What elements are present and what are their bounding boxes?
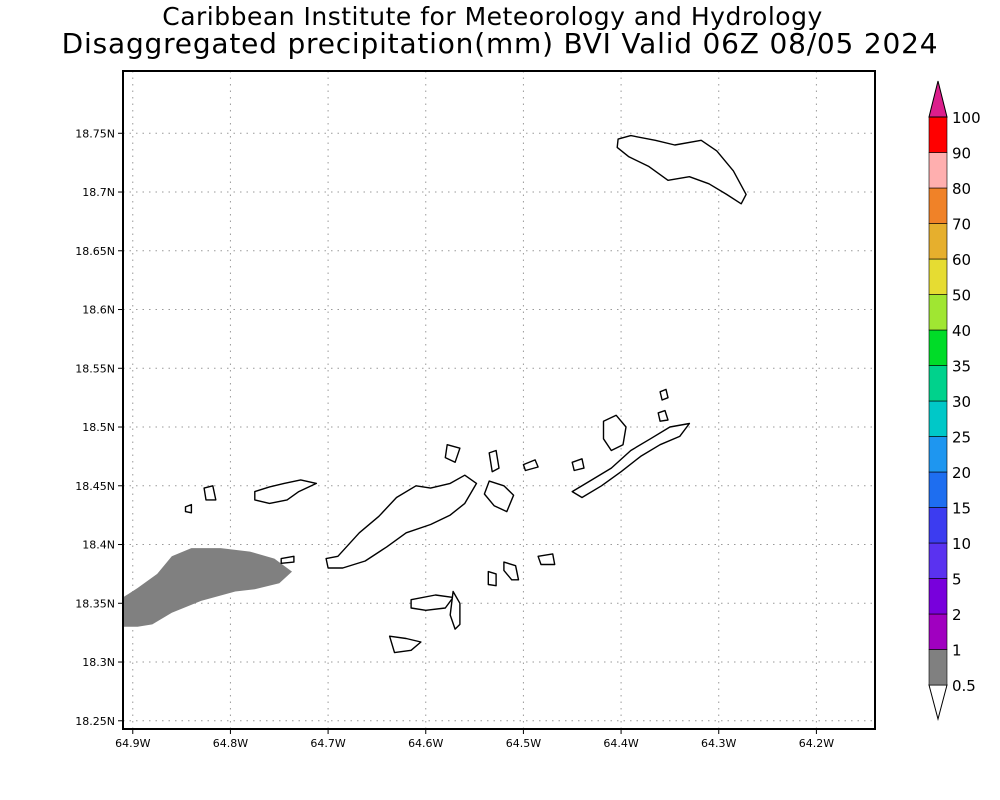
- colorbar-segment: [928, 578, 948, 615]
- island-scrub-island: [522, 459, 539, 472]
- colorbar-label: 1: [952, 642, 962, 660]
- lon-tick-label: 64.5W: [506, 737, 541, 750]
- colorbar-segment: [928, 649, 948, 686]
- island-necker-island: [659, 388, 669, 401]
- colorbar-segment: [928, 223, 948, 260]
- colorbar-label: 25: [952, 429, 971, 447]
- lon-tick-label: 64.6W: [408, 737, 443, 750]
- colorbar-label: 2: [952, 606, 962, 624]
- colorbar-segment: [928, 294, 948, 331]
- island-sandy-cay: [184, 503, 193, 514]
- island-mosquito-island: [571, 458, 585, 472]
- longitude-axis: 64.9W 64.8W 64.7W 64.6W 64.5W 64.4W 64.3W 64.2W: [115, 729, 834, 750]
- lat-tick-label: 18.55N: [75, 362, 115, 375]
- colorbar-segment: [928, 471, 948, 508]
- lat-tick-label: 18.25N: [75, 715, 115, 728]
- island-anegada: [616, 134, 747, 205]
- island-cooper-island: [503, 561, 520, 581]
- subtitle: Disaggregated precipitation(mm) BVI Vali…: [61, 27, 939, 60]
- colorbar-segment: [928, 187, 948, 224]
- colorbar-label: 5: [952, 571, 962, 589]
- colorbar-segment: [928, 613, 948, 650]
- lat-tick-label: 18.4N: [82, 539, 115, 552]
- map-frame: [122, 70, 876, 730]
- island-beef-island: [483, 480, 515, 513]
- colorbar-label: 15: [952, 500, 971, 518]
- colorbar-label: 35: [952, 358, 971, 376]
- colorbar-label: 100: [952, 109, 981, 127]
- colorbar-segment: [928, 436, 948, 473]
- island-peter-island-east: [449, 590, 461, 630]
- lat-tick-label: 18.35N: [75, 597, 115, 610]
- island-virgin-gorda: [571, 422, 691, 499]
- colorbar-segment: [928, 116, 948, 153]
- colorbar-label: 30: [952, 393, 971, 411]
- lat-tick-label: 18.7N: [82, 186, 115, 199]
- colorbar-segment: [928, 507, 948, 544]
- lon-tick-label: 64.4W: [603, 737, 638, 750]
- island-peter-island: [410, 594, 454, 611]
- lat-tick-label: 18.45N: [75, 480, 115, 493]
- lat-tick-label: 18.65N: [75, 245, 115, 258]
- colorbar-segment: [928, 258, 948, 295]
- colorbar-segment: [928, 329, 948, 366]
- colorbar-segment: [928, 365, 948, 402]
- colorbar-segment: [928, 542, 948, 579]
- lon-tick-label: 64.2W: [799, 737, 834, 750]
- lat-tick-label: 18.6N: [82, 304, 115, 317]
- colorbar-label: 90: [952, 145, 971, 163]
- island-layer: [184, 134, 747, 654]
- lat-tick-label: 18.3N: [82, 656, 115, 669]
- lon-tick-label: 64.3W: [701, 737, 736, 750]
- island-great-tobago: [203, 485, 217, 501]
- colorbar-label: 0.5: [952, 677, 976, 695]
- colorbar-label: 20: [952, 464, 971, 482]
- colorbar-label: 70: [952, 216, 971, 234]
- island-eustatia-island: [657, 409, 669, 422]
- island-salt-island: [487, 570, 497, 587]
- colorbar-label: 50: [952, 287, 971, 305]
- island-little-thatch: [280, 555, 295, 564]
- lat-tick-label: 18.75N: [75, 127, 115, 140]
- island-jost-van-dyke: [254, 479, 318, 505]
- island-ginger-island: [537, 553, 556, 566]
- rain-area-layer: [123, 548, 292, 627]
- colorbar-label: 10: [952, 535, 971, 553]
- lat-tick-label: 18.5N: [82, 421, 115, 434]
- lon-tick-label: 64.8W: [213, 737, 248, 750]
- rain-area: [123, 548, 292, 627]
- colorbar-label: 40: [952, 322, 971, 340]
- colorbar-segment: [928, 152, 948, 189]
- lon-tick-label: 64.7W: [310, 737, 345, 750]
- colorbar-over-triangle: [928, 80, 948, 118]
- island-tortola: [325, 474, 478, 569]
- map-grid: [123, 71, 875, 729]
- island-norman-island: [388, 635, 422, 654]
- island-guana-island: [444, 444, 461, 463]
- island-great-camanoe: [488, 449, 500, 473]
- colorbar-label: 80: [952, 180, 971, 198]
- title: Caribbean Institute for Meteorology and …: [162, 2, 823, 31]
- colorbar-label: 60: [952, 251, 971, 269]
- latitude-axis: 18.25N 18.3N 18.35N 18.4N 18.45N 18.5N 18.55N 1…: [75, 127, 123, 728]
- island-virgin-gorda-north: [602, 414, 627, 452]
- lon-tick-label: 64.9W: [115, 737, 150, 750]
- colorbar-under-triangle: [928, 684, 948, 721]
- colorbar-segment: [928, 400, 948, 437]
